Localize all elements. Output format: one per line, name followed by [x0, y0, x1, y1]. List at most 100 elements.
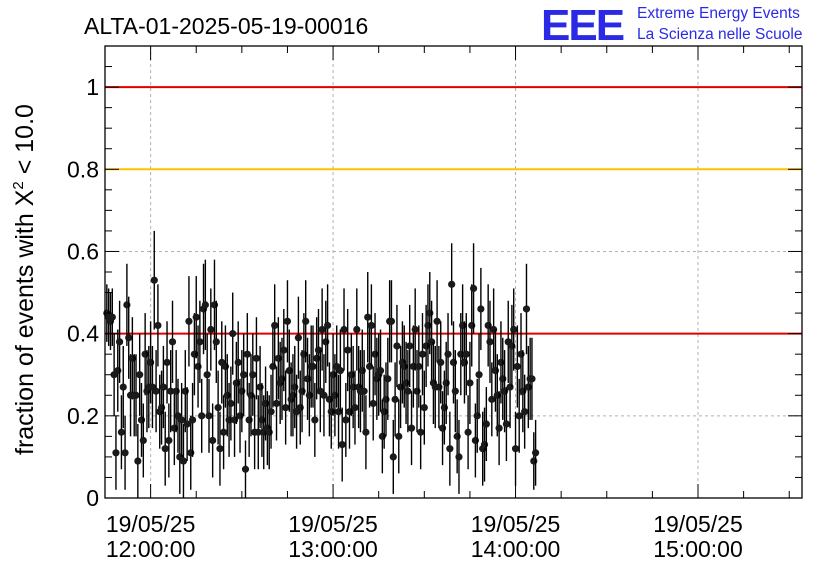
data-point [115, 338, 124, 346]
data-point [212, 338, 220, 346]
data-point [515, 412, 523, 420]
data-point [344, 346, 352, 354]
x-tick-time-label: 13:00:00 [288, 536, 378, 562]
data-point [418, 350, 427, 358]
y-axis: 0 0.2 0.4 0.6 0.8 1 [67, 45, 802, 511]
data-point [411, 325, 419, 334]
data-point [179, 457, 188, 465]
data-point [198, 412, 206, 420]
data-point [528, 375, 536, 383]
data-point [342, 416, 350, 424]
data-point [417, 428, 425, 436]
data-point [376, 367, 385, 375]
data-point [406, 342, 414, 350]
data-point [486, 338, 494, 346]
data-point [395, 432, 403, 440]
data-point [309, 362, 317, 371]
data-point [139, 436, 147, 445]
data-point [227, 399, 235, 408]
data-point [521, 408, 529, 416]
data-point [510, 325, 518, 334]
data-point [362, 428, 370, 436]
data-point [178, 416, 186, 424]
data-point [311, 416, 319, 424]
data-point [488, 395, 496, 403]
x-tick-date-label: 19/05/25 [288, 511, 378, 537]
data-point [196, 338, 204, 346]
data-point [336, 367, 344, 375]
data-point [207, 325, 215, 334]
data-point [240, 371, 248, 379]
x-tick-date-label: 19/05/25 [471, 511, 561, 537]
data-point [216, 445, 224, 453]
data-point [241, 465, 250, 473]
data-point [209, 436, 217, 445]
data-point [136, 371, 144, 379]
data-point [161, 445, 169, 453]
data-point [437, 358, 445, 366]
data-point [318, 325, 326, 334]
data-point [407, 424, 416, 432]
data-point [464, 428, 472, 436]
y-axis-label-prefix: fraction of events with [11, 206, 39, 455]
data-point [185, 317, 193, 325]
data-point [389, 453, 397, 461]
data-point [132, 391, 140, 399]
data-point [338, 440, 346, 449]
data-point [219, 428, 228, 436]
y-tick-label: 0.8 [67, 156, 99, 182]
logo-mark: EEE [541, 1, 624, 50]
x-tick-time-label: 14:00:00 [471, 536, 561, 562]
data-point [446, 445, 454, 453]
data-point [513, 362, 521, 371]
data-point [353, 325, 361, 334]
data-point [404, 387, 412, 395]
data-point [393, 342, 401, 350]
data-point [320, 391, 328, 399]
data-point [451, 387, 459, 395]
data-point [502, 420, 511, 428]
y-axis-label: fraction of events with X2 < 10.0 [10, 104, 39, 455]
data-point [125, 334, 133, 342]
data-point [433, 317, 441, 325]
data-point [360, 387, 368, 395]
data-point [271, 321, 279, 330]
x-tick-date-label: 19/05/25 [106, 511, 196, 537]
data-point [469, 284, 478, 293]
data-point [511, 445, 520, 453]
data-point [448, 280, 456, 288]
data-point [294, 334, 303, 342]
x-tick-date-label: 19/05/25 [653, 511, 743, 537]
data-point [214, 404, 222, 412]
data-point [391, 395, 399, 403]
data-point [367, 321, 375, 330]
y-axis-label-suffix: < 10.0 [11, 104, 39, 181]
data-point [229, 330, 237, 338]
data-point [188, 416, 197, 424]
y-tick-label: 1 [86, 74, 99, 100]
y-tick-label: 0.6 [67, 238, 99, 264]
y-axis-label-symbol: X [11, 189, 39, 206]
data-point [203, 371, 211, 379]
data-point [249, 371, 257, 379]
data-point [201, 301, 209, 309]
data-point [495, 424, 503, 432]
data-point [272, 399, 281, 408]
data-point [112, 449, 120, 457]
data-point [243, 350, 251, 358]
data-point [482, 420, 490, 428]
data-point [159, 383, 167, 391]
data-point [119, 383, 127, 391]
eee-logo: EEE Extreme Energy Events La Scienza nel… [541, 1, 802, 50]
data-point [522, 305, 531, 313]
data-point [477, 305, 485, 313]
data-point [150, 276, 158, 284]
x-tick-time-label: 12:00:00 [106, 536, 196, 562]
data-point [280, 346, 288, 354]
data-point [117, 428, 126, 436]
data-point [152, 387, 160, 395]
y-tick-label: 0 [86, 485, 99, 511]
data-point [283, 317, 292, 325]
data-point [252, 354, 261, 362]
